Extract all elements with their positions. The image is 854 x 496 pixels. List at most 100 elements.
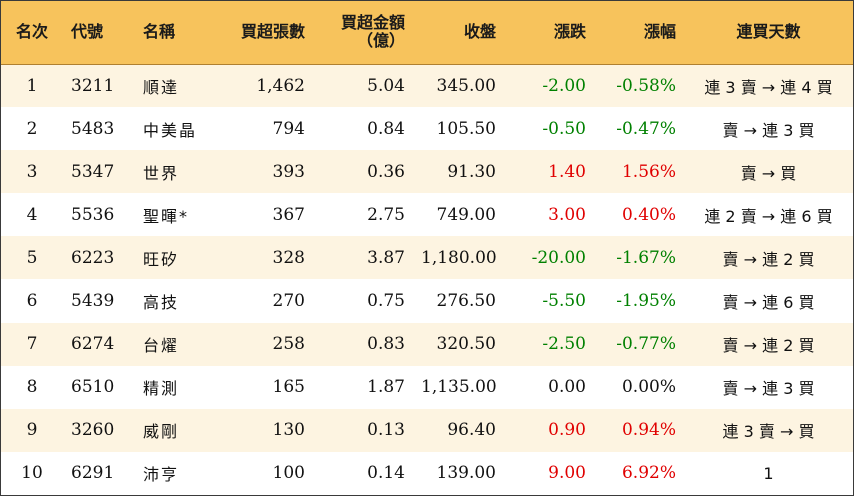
cell-close: 749.00 <box>436 204 496 225</box>
cell-net-buy-lots: 165 <box>272 377 305 398</box>
cell-code: 6291 <box>71 463 115 484</box>
cell-close: 105.50 <box>436 118 496 139</box>
cell-change-pct: -1.95% <box>616 291 676 312</box>
table-row: 3 5347 世界 393 0.36 91.30 1.40 1.56% 賣 → 買 <box>1 150 853 194</box>
table-row: 8 6510 精測 165 1.87 1,135.00 0.00 0.00% 賣 → 連 3 買 <box>1 365 853 409</box>
header-close: 收盤 <box>413 1 504 65</box>
cell-change-pct: 6.92% <box>621 463 676 484</box>
cell-rank: 3 <box>26 161 38 182</box>
cell-streak: 賣 → 連 3 買 <box>722 379 815 399</box>
cell-close: 139.00 <box>436 463 496 484</box>
cell-code: 5347 <box>71 161 115 182</box>
header-streak: 連買天數 <box>684 1 853 65</box>
cell-change-pct: -0.47% <box>616 118 676 139</box>
header-net-buy-amount: 買超金額 （億） <box>313 1 413 65</box>
header-change-pct: 漲幅 <box>594 1 684 65</box>
cell-change-pct: 0.00% <box>621 377 676 398</box>
cell-code: 5483 <box>71 118 115 139</box>
cell-change-pct: -0.77% <box>616 334 676 355</box>
cell-change: 0.90 <box>548 420 586 441</box>
header-net-buy-amount-line1: 買超金額 <box>340 13 405 33</box>
cell-rank: 2 <box>26 118 38 139</box>
cell-name: 高技 <box>143 293 180 313</box>
table-row: 9 3260 威剛 130 0.13 96.40 0.90 0.94% 連 3 賣 → 買 <box>1 408 853 452</box>
cell-net-buy-amount: 0.83 <box>367 334 405 355</box>
cell-net-buy-lots: 328 <box>272 247 305 268</box>
cell-net-buy-lots: 393 <box>272 161 305 182</box>
cell-name: 台燿 <box>143 336 180 356</box>
cell-net-buy-amount: 0.84 <box>367 118 405 139</box>
cell-streak: 連 3 賣 → 連 4 買 <box>704 77 833 97</box>
cell-change: 1.40 <box>548 161 586 182</box>
cell-change: -5.50 <box>542 291 586 312</box>
cell-name: 順達 <box>143 77 180 97</box>
cell-net-buy-lots: 1,462 <box>256 75 305 96</box>
header-net-buy-amount-line2: （億） <box>356 31 405 51</box>
cell-streak: 賣 → 連 3 買 <box>722 120 815 140</box>
cell-close: 345.00 <box>436 75 496 96</box>
cell-net-buy-lots: 367 <box>272 204 305 225</box>
cell-streak: 1 <box>763 463 774 483</box>
cell-rank: 10 <box>21 463 43 484</box>
cell-net-buy-amount: 2.75 <box>367 204 405 225</box>
cell-close: 91.30 <box>447 161 496 182</box>
cell-close: 1,135.00 <box>421 377 497 398</box>
cell-code: 6510 <box>71 377 115 398</box>
cell-name: 世界 <box>143 163 180 183</box>
cell-change-pct: 0.94% <box>621 420 676 441</box>
cell-close: 276.50 <box>436 291 496 312</box>
table-row: 1 3211 順達 1,462 5.04 345.00 -2.00 -0.58% 連 3 賣 →… <box>1 64 853 108</box>
cell-change-pct: -0.58% <box>616 75 676 96</box>
cell-change: -0.50 <box>542 118 586 139</box>
header-rank: 名次 <box>1 1 63 65</box>
table-row: 6 5439 高技 270 0.75 276.50 -5.50 -1.95% 賣 → 連 6 買 <box>1 279 853 323</box>
cell-close: 96.40 <box>447 420 496 441</box>
cell-change: -2.00 <box>542 75 586 96</box>
cell-rank: 9 <box>26 420 38 441</box>
cell-streak: 賣 → 買 <box>740 163 797 183</box>
table-row: 2 5483 中美晶 794 0.84 105.50 -0.50 -0.47% 賣 → 連 3 … <box>1 107 853 151</box>
cell-net-buy-lots: 794 <box>272 118 305 139</box>
cell-name: 沛亨 <box>143 465 180 485</box>
cell-name: 威剛 <box>143 422 180 442</box>
cell-code: 3211 <box>71 75 115 96</box>
cell-code: 6274 <box>71 334 115 355</box>
cell-rank: 1 <box>26 75 38 96</box>
cell-net-buy-amount: 0.36 <box>367 161 405 182</box>
cell-change: 0.00 <box>548 377 586 398</box>
header-row: 名次 代號 名稱 買超張數 買超金額 （億） 收盤 漲跌 漲幅 連買天數 <box>1 1 853 65</box>
cell-change: -20.00 <box>531 247 586 268</box>
cell-rank: 8 <box>26 377 38 398</box>
cell-net-buy-amount: 5.04 <box>367 75 405 96</box>
cell-change-pct: -1.67% <box>616 247 676 268</box>
cell-streak: 賣 → 連 2 買 <box>722 336 815 356</box>
cell-net-buy-lots: 100 <box>272 463 305 484</box>
cell-net-buy-amount: 3.87 <box>367 247 405 268</box>
cell-rank: 6 <box>26 291 38 312</box>
cell-streak: 賣 → 連 6 買 <box>722 293 815 313</box>
cell-net-buy-lots: 270 <box>272 291 305 312</box>
cell-net-buy-amount: 0.75 <box>367 291 405 312</box>
cell-name: 聖暉* <box>143 206 190 226</box>
cell-name: 中美晶 <box>143 120 198 140</box>
cell-rank: 7 <box>26 334 38 355</box>
cell-change-pct: 1.56% <box>621 161 676 182</box>
cell-code: 5439 <box>71 291 115 312</box>
cell-code: 6223 <box>71 247 115 268</box>
cell-net-buy-amount: 0.14 <box>367 463 405 484</box>
header-net-buy-lots: 買超張數 <box>227 1 313 65</box>
cell-streak: 連 2 賣 → 連 6 買 <box>704 206 833 226</box>
header-name: 名稱 <box>135 1 227 65</box>
cell-streak: 連 3 賣 → 買 <box>722 422 815 442</box>
cell-change: 9.00 <box>548 463 586 484</box>
cell-change-pct: 0.40% <box>621 204 676 225</box>
cell-net-buy-amount: 1.87 <box>367 377 405 398</box>
cell-net-buy-lots: 130 <box>272 420 305 441</box>
table-row: 7 6274 台燿 258 0.83 320.50 -2.50 -0.77% 賣 → 連 2 買 <box>1 322 853 366</box>
table-row: 5 6223 旺矽 328 3.87 1,180.00 -20.00 -1.67% 賣 → 連 … <box>1 236 853 280</box>
cell-rank: 5 <box>26 247 38 268</box>
cell-name: 精測 <box>143 379 180 399</box>
header-code: 代號 <box>63 1 135 65</box>
